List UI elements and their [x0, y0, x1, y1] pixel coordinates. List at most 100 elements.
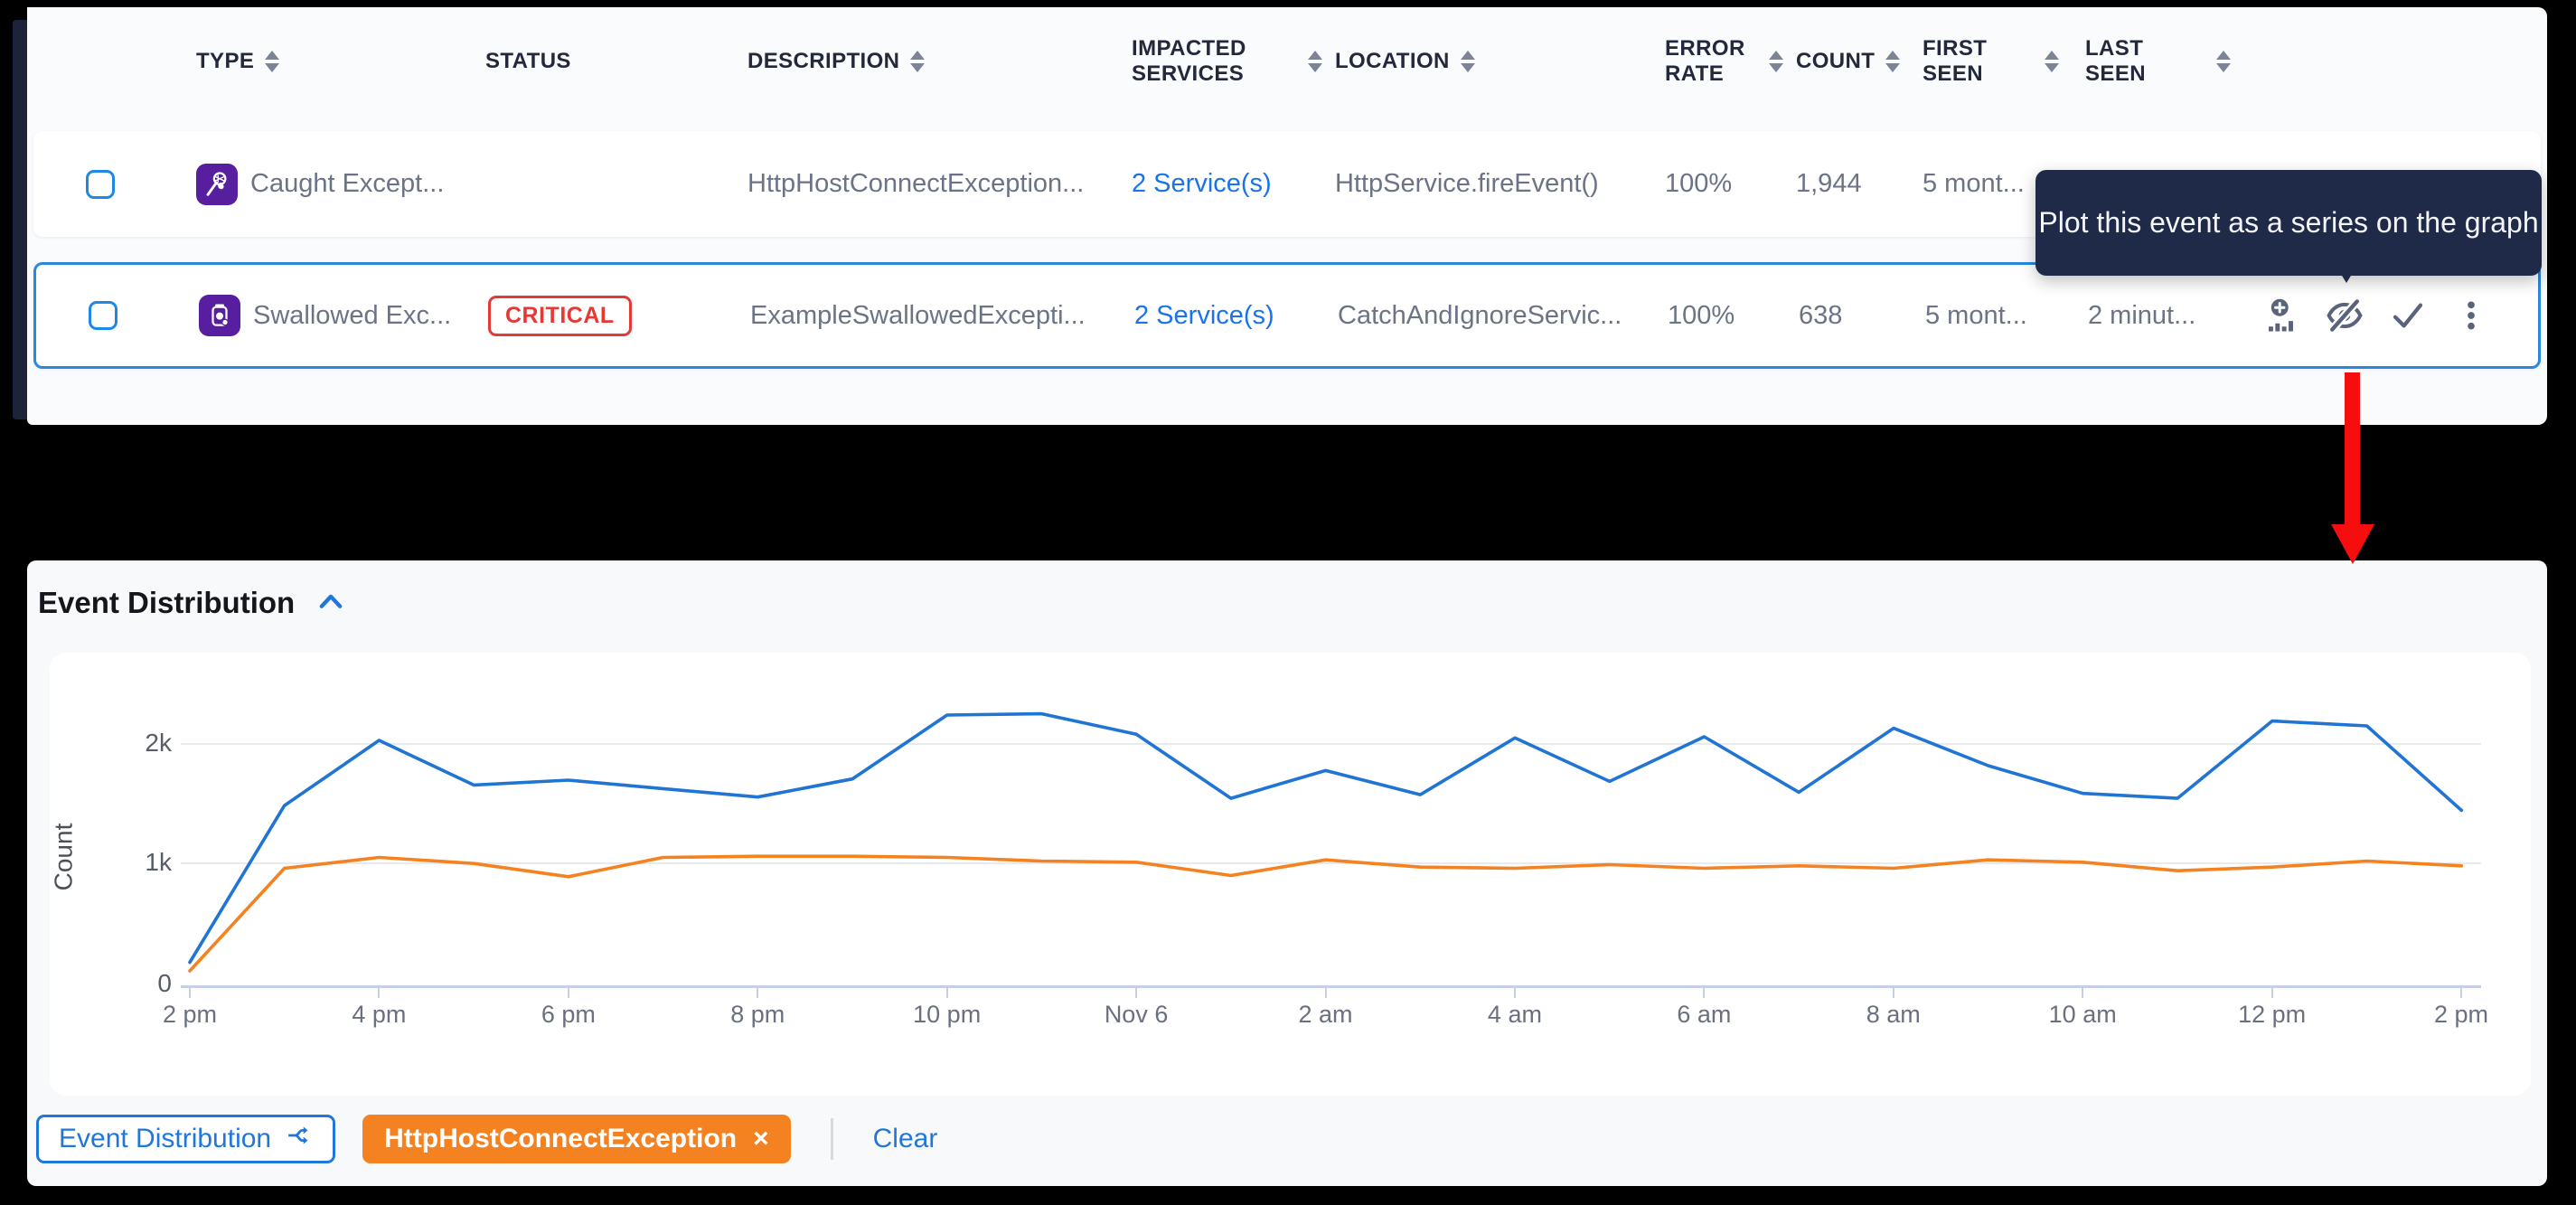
gridline-1k	[181, 862, 2481, 864]
x-tick-mark	[2270, 985, 2273, 998]
column-header-count[interactable]: COUNT	[1796, 49, 1909, 74]
x-tick-mark	[1892, 985, 1894, 998]
series-chips-row: Event Distribution HttpHostConnectExcept…	[36, 1114, 937, 1164]
x-tick-mark	[945, 985, 948, 998]
error-rate: 100%	[1665, 169, 1733, 198]
filter-chip-httphostconnectexception[interactable]: HttpHostConnectException ×	[362, 1115, 791, 1163]
column-label: TYPE	[196, 49, 255, 73]
panel-title-row: Event Distribution	[38, 586, 347, 620]
column-label: DESCRIPTION	[747, 49, 900, 73]
column-label: COUNT	[1796, 49, 1876, 73]
x-tick-label: 8 pm	[730, 1001, 785, 1028]
first-seen: 5 mont...	[1923, 169, 2025, 198]
column-label: IMPACTED SERVICES	[1132, 36, 1246, 86]
y-axis-title: Count	[49, 823, 78, 891]
x-tick-label: 4 am	[1487, 1001, 1542, 1028]
event-distribution-panel: Event Distribution Count 2k 1k 0 2 pm 4 p…	[27, 560, 2547, 1186]
x-tick-label: 4 pm	[352, 1001, 407, 1028]
panel-title: Event Distribution	[38, 586, 296, 619]
chip-label: HttpHostConnectException	[384, 1124, 738, 1153]
column-label: LAST SEEN	[2085, 36, 2146, 86]
x-tick-mark	[378, 985, 381, 998]
divider	[830, 1118, 833, 1160]
column-label: ERROR RATE	[1665, 36, 1745, 86]
column-header-type[interactable]: TYPE	[178, 49, 467, 74]
x-tick-mark	[1324, 985, 1327, 998]
column-label: FIRST SEEN	[1923, 36, 1988, 86]
y-tick-label: 2k	[145, 729, 172, 757]
x-tick-label: 6 pm	[541, 1001, 596, 1028]
kebab-menu-icon[interactable]	[2451, 296, 2491, 335]
table-row-selected[interactable]: Swallowed Exc... CRITICAL ExampleSwallow…	[33, 262, 2541, 369]
x-axis-line	[181, 985, 2481, 988]
type-label: Caught Except...	[250, 169, 445, 198]
impacted-services-link[interactable]: 2 Service(s)	[1134, 300, 1274, 330]
column-header-impacted-services[interactable]: IMPACTED SERVICES	[1082, 36, 1335, 86]
tooltip-text: Plot this event as a series on the graph	[2038, 206, 2539, 239]
x-tick-label: 10 am	[2048, 1001, 2117, 1028]
sort-icon[interactable]	[2045, 51, 2059, 72]
x-tick-mark	[1513, 985, 1516, 998]
column-header-status[interactable]: STATUS	[467, 49, 720, 74]
x-tick-label: 8 am	[1866, 1001, 1921, 1028]
x-tick-label: 2 pm	[162, 1001, 218, 1028]
column-header-location[interactable]: LOCATION	[1335, 49, 1651, 74]
location: HttpService.fireEvent()	[1335, 169, 1599, 198]
sort-icon[interactable]	[265, 51, 280, 72]
plot-event-on-graph-icon[interactable]	[2261, 296, 2301, 335]
x-tick-label: 2 am	[1298, 1001, 1353, 1028]
gridline-2k	[181, 743, 2481, 745]
series-chip-event-distribution[interactable]: Event Distribution	[36, 1115, 336, 1163]
table-row[interactable]: Caught Except... HttpHostConnectExceptio…	[33, 131, 2541, 237]
column-header-description[interactable]: DESCRIPTION	[720, 49, 1082, 74]
arrow-shaft	[2345, 372, 2360, 526]
column-header-error-rate[interactable]: ERROR RATE	[1651, 36, 1796, 86]
first-seen: 5 mont...	[1925, 300, 2027, 330]
description: ExampleSwallowedExcepti...	[750, 300, 1085, 330]
sort-icon[interactable]	[910, 51, 926, 72]
row-checkbox[interactable]	[86, 169, 115, 199]
x-tick-mark	[757, 985, 759, 998]
y-tick-label: 0	[157, 969, 172, 997]
chart-card: Count 2k 1k 0 2 pm 4 pm 6 pm 8 pm 10 pm Nov 6…	[49, 653, 2531, 1096]
last-seen: 2 minut...	[2088, 300, 2196, 330]
fork-split-icon	[286, 1122, 313, 1156]
arrow-head	[2331, 524, 2374, 564]
column-label: LOCATION	[1335, 49, 1450, 73]
x-tick-mark	[2460, 985, 2463, 998]
caught-exception-icon	[196, 163, 238, 205]
series-line	[188, 711, 2464, 965]
column-label: STATUS	[485, 49, 571, 73]
sort-icon[interactable]	[2216, 51, 2231, 72]
description: HttpHostConnectException...	[747, 169, 1082, 198]
x-tick-mark	[2082, 985, 2084, 998]
column-header-first-seen[interactable]: FIRST SEEN	[1909, 36, 2072, 87]
chevron-up-icon[interactable]	[315, 588, 347, 618]
x-tick-label: 2 pm	[2434, 1001, 2489, 1028]
row-checkbox[interactable]	[89, 301, 118, 330]
sort-icon[interactable]	[1460, 51, 1475, 72]
count: 638	[1799, 300, 1843, 330]
sort-icon[interactable]	[1885, 51, 1901, 72]
status-badge-critical: CRITICAL	[488, 295, 632, 336]
count: 1,944	[1796, 169, 1862, 198]
error-rate: 100%	[1668, 300, 1735, 330]
x-tick-mark	[567, 985, 569, 998]
type-label: Swallowed Exc...	[253, 300, 452, 330]
sort-icon[interactable]	[1308, 51, 1322, 72]
sort-icon[interactable]	[1769, 51, 1783, 72]
close-icon[interactable]: ×	[753, 1124, 769, 1153]
table-header-row: TYPE STATUS DESCRIPTION IMPACTED SERVICE…	[27, 7, 2547, 116]
column-header-last-seen[interactable]: LAST SEEN	[2072, 36, 2243, 87]
impacted-services-link[interactable]: 2 Service(s)	[1132, 169, 1272, 198]
x-tick-label: 10 pm	[913, 1001, 982, 1028]
hide-eye-off-icon[interactable]	[2325, 296, 2364, 335]
clear-button[interactable]: Clear	[872, 1124, 938, 1153]
x-tick-mark	[1703, 985, 1706, 998]
x-tick-label: 6 am	[1677, 1001, 1732, 1028]
resolve-check-icon[interactable]	[2388, 296, 2428, 335]
x-tick-label: 12 pm	[2238, 1001, 2307, 1028]
red-annotation-arrow	[2323, 372, 2381, 564]
x-tick-label: Nov 6	[1104, 1001, 1169, 1028]
